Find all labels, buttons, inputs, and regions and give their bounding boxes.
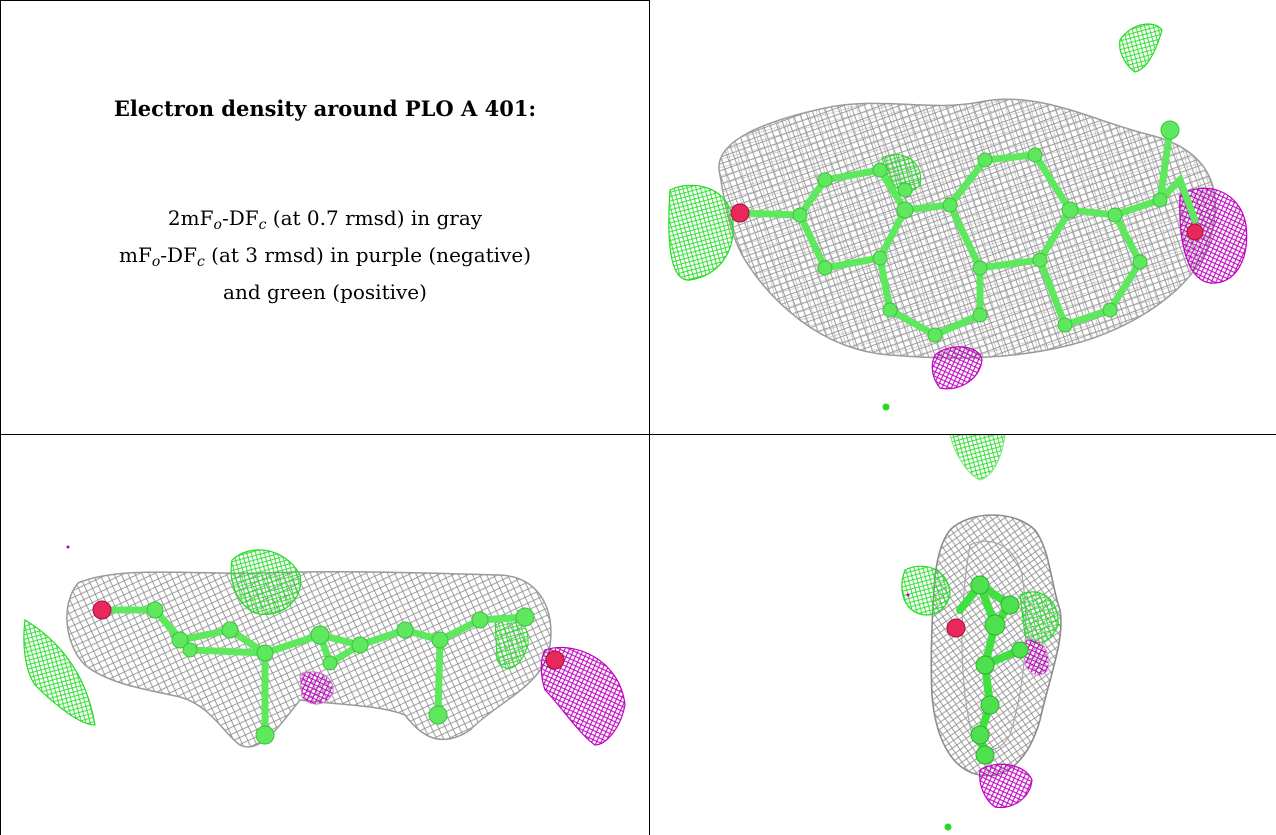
- density-positive-blob: [1119, 23, 1163, 73]
- density-negative-blob: [299, 671, 334, 705]
- oxygen-atom: [946, 618, 966, 638]
- legend-line-2fofc: 2mFo-DFc (at 0.7 rmsd) in gray: [167, 206, 483, 233]
- grid-border-top: [0, 0, 650, 1]
- grid-border-left: [0, 0, 1, 835]
- density-positive-blob: [230, 549, 302, 615]
- figure-title: Electron density around PLO A 401:: [113, 96, 537, 121]
- density-positive-blob: [23, 619, 96, 726]
- density-envelope-gray: [66, 570, 552, 748]
- density-positive-blob: [882, 403, 890, 411]
- density-positive-blob: [949, 435, 1006, 481]
- oxygen-atom: [545, 650, 565, 670]
- density-positive-blob: [944, 823, 952, 831]
- density-negative-blob: [1024, 638, 1050, 676]
- grid-divider-vertical: [649, 0, 650, 835]
- density-negative-blob: [931, 346, 983, 390]
- side-view-panel: [0, 435, 649, 835]
- top-view-image: [668, 23, 1248, 411]
- density-negative-blob: [540, 646, 626, 746]
- oxygen-atom: [92, 600, 112, 620]
- edge-view-image: [901, 435, 1062, 831]
- oxygen-atom: [1186, 223, 1204, 241]
- density-positive-blob: [901, 565, 951, 616]
- legend-text: 2mFo-DFc (at 0.7 rmsd) in gray mFo-DFc (…: [16, 203, 634, 307]
- oxygen-atom: [730, 203, 750, 223]
- density-positive-blob: [881, 153, 922, 193]
- ligand-atoms: [970, 575, 1029, 765]
- legend-line-fofc: mFo-DFc (at 3 rmsd) in purple (negative): [119, 243, 531, 270]
- ligand-atoms: [792, 120, 1180, 343]
- density-negative-blob: [979, 763, 1033, 809]
- top-view-panel: [650, 0, 1276, 434]
- density-negative-blob: [1179, 187, 1248, 284]
- legend-line-colors: and green (positive): [223, 280, 427, 304]
- ligand-atoms: [146, 601, 535, 745]
- grid-divider-horizontal: [0, 434, 1276, 435]
- density-positive-blob: [668, 184, 734, 281]
- edge-view-panel: [650, 435, 1276, 835]
- side-view-image: [23, 545, 626, 748]
- caption-panel: Electron density around PLO A 401: 2mFo-…: [0, 0, 649, 434]
